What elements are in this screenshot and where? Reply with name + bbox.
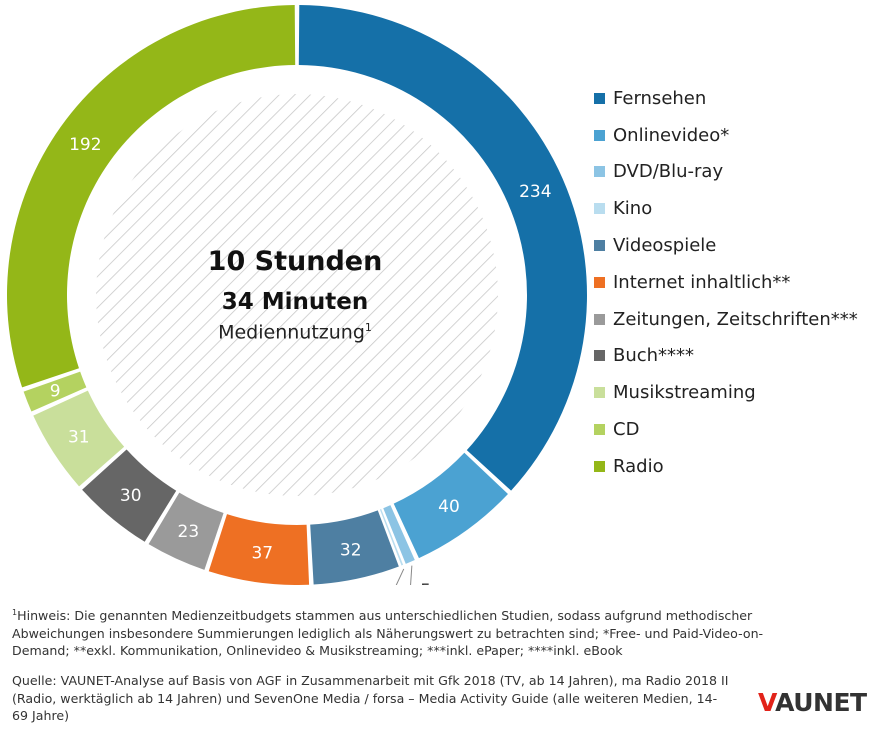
legend-swatch xyxy=(594,350,605,362)
legend-label: Radio xyxy=(613,455,664,477)
legend-item-zeitungen-zeitschriften: Zeitungen, Zeitschriften*** xyxy=(594,301,884,338)
value-label-onlinevideo: 40 xyxy=(438,497,460,517)
legend-item-kino: Kino xyxy=(594,190,884,227)
legend-label: Musikstreaming xyxy=(613,382,756,404)
legend-swatch xyxy=(594,203,605,215)
center-caption-text: Mediennutzung xyxy=(218,321,365,344)
leader-line-kino xyxy=(395,568,405,585)
value-label-dvd-blu-ray: 5 xyxy=(420,581,431,585)
center-minutes: 34 Minuten xyxy=(221,289,369,315)
legend-label: Kino xyxy=(613,198,653,220)
legend-label: Videospiele xyxy=(613,235,717,257)
legend-swatch xyxy=(594,387,605,399)
slice-buch xyxy=(82,449,177,542)
legend-label: DVD/Blu-ray xyxy=(613,161,724,183)
legend-label: Internet inhaltlich** xyxy=(613,271,791,293)
logo-rest: AUNET xyxy=(775,688,867,717)
leader-line-dvd-blu-ray xyxy=(410,565,413,585)
slice-kino xyxy=(379,509,404,566)
value-label-musikstreaming: 31 xyxy=(68,427,90,447)
legend-item-videospiele: Videospiele xyxy=(594,227,884,264)
legend-label: Zeitungen, Zeitschriften*** xyxy=(613,308,858,330)
legend-swatch xyxy=(594,313,605,325)
value-label-fernsehen: 234 xyxy=(519,182,551,202)
legend-swatch xyxy=(594,460,605,472)
legend-item-radio: Radio xyxy=(594,448,884,485)
slice-zeitungen-zeitschriften xyxy=(148,492,224,570)
value-label-cd: 9 xyxy=(50,382,61,402)
legend-label: Fernsehen xyxy=(613,87,707,109)
legend-item-buch: Buch**** xyxy=(594,338,884,375)
slice-internet-inhaltlich xyxy=(208,514,310,585)
legend-label: Onlinevideo* xyxy=(613,124,730,146)
value-label-videospiele: 32 xyxy=(340,540,362,560)
slice-onlinevideo xyxy=(393,452,508,559)
footnote-hint-marker: 1 xyxy=(12,608,18,617)
vaunet-logo: VAUNET xyxy=(758,690,867,715)
value-label-buch: 30 xyxy=(120,486,142,506)
footnote-source: Quelle: VAUNET-Analyse auf Basis von AGF… xyxy=(12,673,729,723)
slice-dvd-blu-ray xyxy=(383,505,415,564)
value-label-internet-inhaltlich: 37 xyxy=(251,544,273,564)
legend-swatch xyxy=(594,129,605,141)
legend-item-fernsehen: Fernsehen xyxy=(594,80,884,117)
legend-swatch xyxy=(594,240,605,252)
center-caption-footnote: 1 xyxy=(364,321,372,334)
value-label-radio: 192 xyxy=(69,135,101,155)
center-hatch xyxy=(96,94,498,496)
legend-item-onlinevideo: Onlinevideo* xyxy=(594,117,884,154)
legend-item-internet-inhaltlich: Internet inhaltlich** xyxy=(594,264,884,301)
legend-item-musikstreaming: Musikstreaming xyxy=(594,374,884,411)
legend-swatch xyxy=(594,92,605,104)
footnote-hint: 1Hinweis: Die genannten Medienzeitbudget… xyxy=(12,604,812,660)
slice-videospiele xyxy=(310,510,399,585)
legend: Fernsehen Onlinevideo* DVD/Blu-ray Kino Vide… xyxy=(594,80,884,485)
slice-musikstreaming xyxy=(33,390,125,487)
legend-label: CD xyxy=(613,419,640,441)
slice-fernsehen xyxy=(298,5,588,491)
logo-v: V xyxy=(758,688,776,717)
legend-label: Buch**** xyxy=(613,345,695,367)
legend-item-cd: CD xyxy=(594,411,884,448)
footnote-hint-text: Hinweis: Die genannten Medienzeitbudgets… xyxy=(12,608,764,659)
center-caption: Mediennutzung1 xyxy=(170,321,420,343)
legend-swatch xyxy=(594,166,605,178)
value-label-zeitungen-zeitschriften: 23 xyxy=(178,522,200,542)
donut-value-labels: 234 40 5 1 32 37 23 30 31 9 192 xyxy=(50,135,552,585)
legend-swatch xyxy=(594,424,605,436)
donut-slices xyxy=(7,5,588,585)
donut-chart: 234 40 5 1 32 37 23 30 31 9 192 xyxy=(7,5,588,585)
legend-item-dvd-blu-ray: DVD/Blu-ray xyxy=(594,154,884,191)
slice-radio xyxy=(7,5,296,388)
slice-cd xyxy=(23,371,87,412)
center-hours: 10 Stunden xyxy=(207,246,383,277)
legend-swatch xyxy=(594,276,605,288)
